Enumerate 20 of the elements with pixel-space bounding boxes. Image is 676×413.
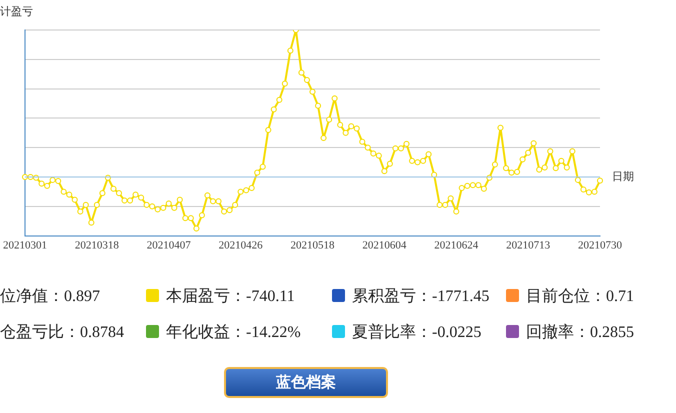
text: 本届盈亏：-740.11 [166, 286, 295, 307]
x-tick-label: 20210604 [362, 239, 407, 252]
x-tick-label: 20210624 [434, 239, 479, 252]
text: 夏普比率：-0.0225 [352, 322, 482, 343]
text: 累积盈亏：-1771.45 [352, 287, 490, 307]
x-tick-label: 20210318 [74, 239, 120, 252]
x-tick-label: 20210518 [290, 239, 335, 252]
button: 蓝色档案 [224, 367, 388, 398]
text: 回撤率：0.2855 [526, 322, 634, 343]
x-tick-label: 20210407 [146, 239, 192, 252]
x-tick-label: 20210301 [3, 239, 47, 252]
y-axis-title: 计盈亏 [0, 4, 33, 19]
x-tick-label: 20210426 [218, 239, 264, 252]
text: 目前仓位：0.71 [526, 287, 634, 307]
x-tick-label: 20210730 [578, 239, 622, 252]
x-axis-title: 日期 [612, 169, 634, 184]
text: 仓盈亏比：0.8784 [0, 322, 124, 343]
text: 年化收益：-14.22% [166, 323, 301, 343]
x-tick-label: 20210713 [506, 239, 551, 252]
text: 位净值：0.897 [0, 287, 100, 307]
